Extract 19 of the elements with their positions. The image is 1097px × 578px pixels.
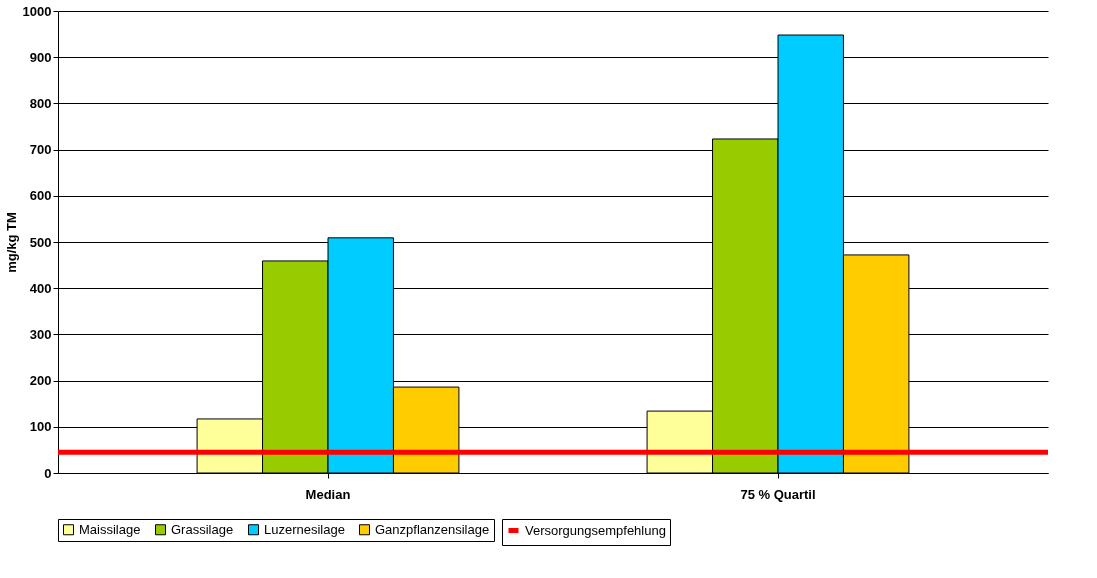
legend-label: Grassilage <box>171 521 234 537</box>
y-axis-title: mg/kg TM <box>3 212 19 273</box>
y-tick-label: 600 <box>29 188 52 204</box>
x-tick-label: Median <box>305 486 351 502</box>
legend-label: Versorgungsempfehlung <box>525 522 666 538</box>
y-tick-label: 200 <box>29 373 52 389</box>
legend-label: Maissilage <box>79 521 141 537</box>
y-tick-label: 800 <box>29 95 52 111</box>
y-tick-label: 0 <box>44 465 52 481</box>
y-tick-label: 700 <box>29 142 52 158</box>
y-tick-label: 900 <box>29 49 52 65</box>
y-tick-label: 300 <box>29 326 52 342</box>
x-tick-label: 75 % Quartil <box>740 486 816 502</box>
y-tick-label: 400 <box>29 280 52 296</box>
legend-label: Ganzpflanzensilage <box>375 521 490 537</box>
y-tick-label: 100 <box>29 419 52 435</box>
y-tick-label: 500 <box>29 234 52 250</box>
y-tick-label: 1000 <box>22 3 52 19</box>
legend-label: Luzernesilage <box>264 521 345 537</box>
